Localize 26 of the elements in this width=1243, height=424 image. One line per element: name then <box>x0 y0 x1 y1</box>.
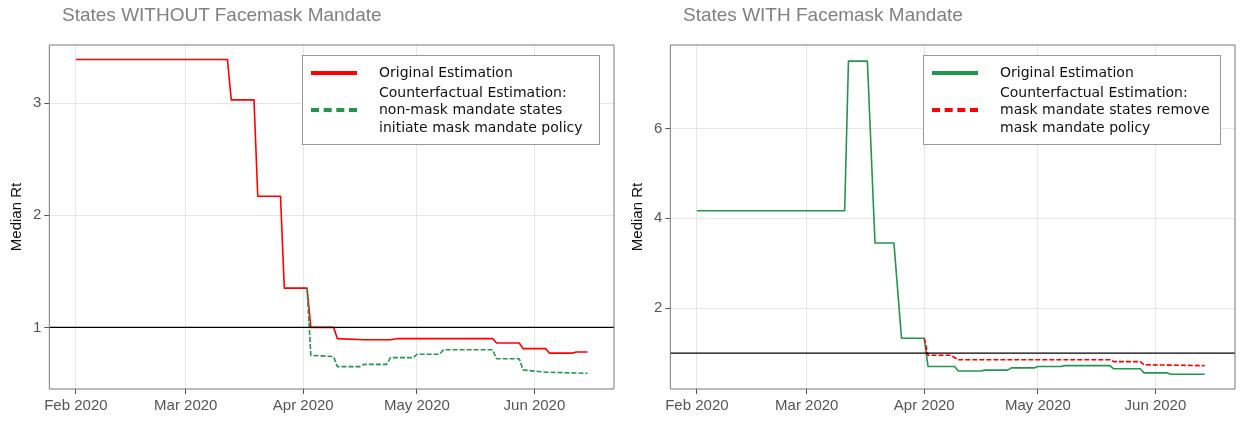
legend-label: Counterfactual Estimation: non-mask mandate states initiate mask mandate policy <box>379 83 584 136</box>
y-tick-label: 3 <box>33 93 42 111</box>
y-axis-title: Median Rt <box>7 181 25 252</box>
y-tick-label: 6 <box>654 118 663 136</box>
x-tick-label: Mar 2020 <box>154 396 218 414</box>
x-tick-label: Apr 2020 <box>893 396 955 414</box>
chart-title: States WITH Facemask Mandate <box>683 4 963 26</box>
x-tick-label: May 2020 <box>1005 396 1071 414</box>
x-tick-label: Feb 2020 <box>665 396 729 414</box>
x-tick-label: May 2020 <box>384 396 450 414</box>
y-tick-label: 1 <box>33 317 42 335</box>
y-axis-title: Median Rt <box>628 181 646 252</box>
line-series <box>923 337 1206 367</box>
y-tick-label: 2 <box>33 205 42 223</box>
x-tick-label: Jun 2020 <box>1124 396 1187 414</box>
legend-label: Original Estimation <box>1000 64 1134 82</box>
legend-label: Original Estimation <box>379 64 513 82</box>
x-tick-label: Apr 2020 <box>272 396 334 414</box>
y-tick-label: 4 <box>654 208 663 226</box>
legend-label: Counterfactual Estimation: mask mandate states remove mask mandate policy <box>1000 83 1211 136</box>
x-tick-label: Jun 2020 <box>503 396 566 414</box>
line-series <box>306 287 589 375</box>
y-tick-label: 2 <box>654 298 663 316</box>
chart-title: States WITHOUT Facemask Mandate <box>62 4 382 26</box>
x-tick-label: Feb 2020 <box>44 396 108 414</box>
x-tick-label: Mar 2020 <box>775 396 839 414</box>
